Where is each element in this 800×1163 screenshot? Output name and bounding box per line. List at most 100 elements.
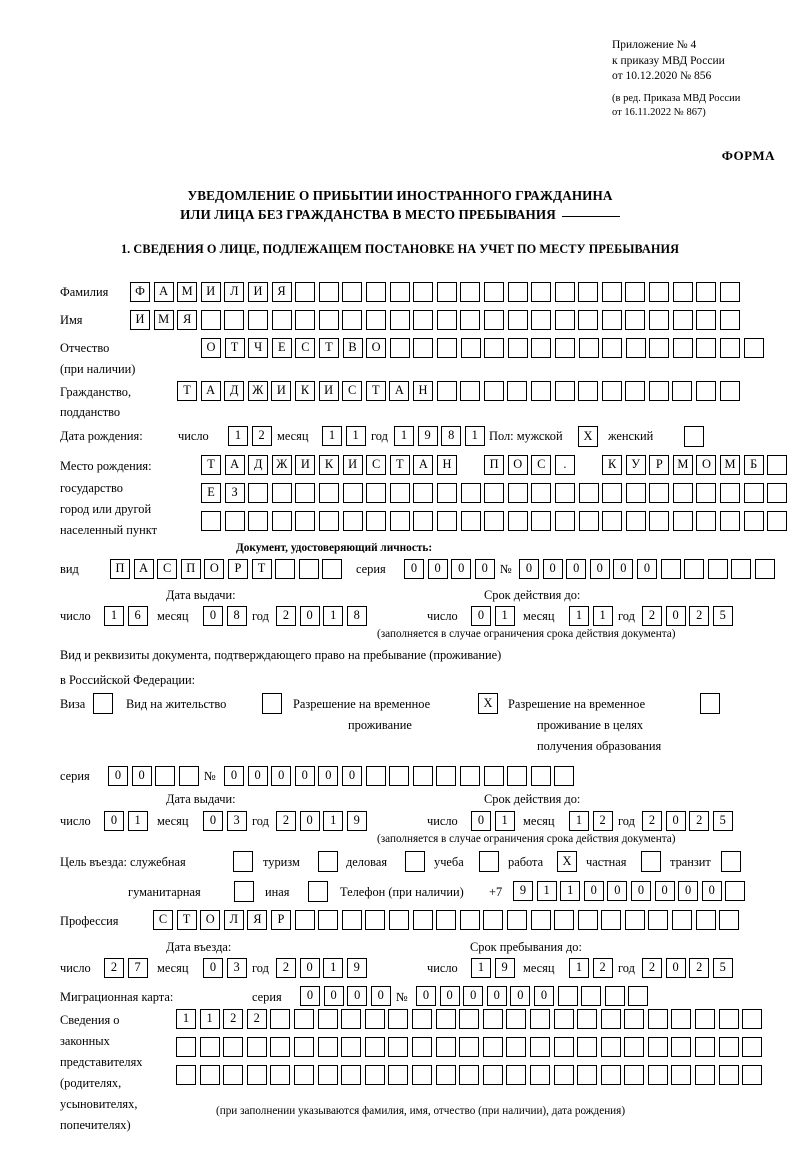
char-cell[interactable] [625, 338, 646, 358]
char-cell[interactable] [695, 1009, 716, 1029]
char-cell[interactable] [601, 381, 622, 401]
char-cell[interactable] [364, 1009, 385, 1029]
birthplace-row-3-input[interactable] [201, 511, 788, 531]
char-cell[interactable] [318, 511, 339, 531]
char-cell[interactable] [224, 310, 245, 330]
char-cell[interactable] [293, 1065, 314, 1085]
char-cell[interactable]: 0 [519, 559, 539, 579]
char-cell[interactable]: Ж [247, 381, 268, 401]
char-cell[interactable] [364, 1065, 385, 1085]
char-cell[interactable] [695, 1037, 716, 1057]
char-cell[interactable] [767, 483, 788, 503]
char-cell[interactable] [719, 910, 740, 930]
char-cell[interactable] [201, 511, 221, 531]
char-cell[interactable] [176, 1037, 196, 1057]
char-cell[interactable] [554, 310, 575, 330]
char-cell[interactable] [672, 511, 693, 531]
char-cell[interactable]: 1 [464, 426, 485, 446]
char-cell[interactable]: И [318, 381, 339, 401]
visa-checkbox[interactable] [93, 693, 113, 714]
char-cell[interactable] [275, 559, 296, 579]
char-cell[interactable]: О [696, 455, 717, 475]
char-cell[interactable] [602, 338, 623, 358]
char-cell[interactable] [295, 282, 316, 302]
char-cell[interactable]: 2 [689, 606, 710, 626]
char-cell[interactable] [506, 1009, 527, 1029]
char-cell[interactable] [649, 282, 670, 302]
char-cell[interactable]: 0 [665, 958, 686, 978]
char-cell[interactable] [317, 1037, 338, 1057]
char-cell[interactable]: Т [176, 910, 197, 930]
char-cell[interactable]: Е [201, 483, 221, 503]
char-cell[interactable]: О [507, 455, 528, 475]
char-cell[interactable]: 9 [346, 958, 367, 978]
char-cell[interactable] [411, 1065, 432, 1085]
char-cell[interactable] [412, 910, 433, 930]
char-cell[interactable]: 0 [108, 766, 128, 786]
char-cell[interactable] [317, 1065, 338, 1085]
char-cell[interactable]: 0 [630, 881, 651, 901]
char-cell[interactable]: П [180, 559, 201, 579]
char-cell[interactable] [602, 483, 623, 503]
char-cell[interactable] [248, 483, 269, 503]
char-cell[interactable]: 8 [226, 606, 247, 626]
char-cell[interactable] [436, 310, 457, 330]
char-cell[interactable] [364, 1037, 385, 1057]
char-cell[interactable]: 0 [463, 986, 484, 1006]
char-cell[interactable] [366, 483, 387, 503]
char-cell[interactable]: 1 [228, 426, 248, 446]
char-cell[interactable] [601, 910, 622, 930]
char-cell[interactable] [742, 1037, 763, 1057]
char-cell[interactable] [318, 910, 339, 930]
char-cell[interactable]: Я [177, 310, 198, 330]
char-cell[interactable] [436, 381, 457, 401]
char-cell[interactable]: 9 [417, 426, 438, 446]
char-cell[interactable] [530, 766, 551, 786]
char-cell[interactable] [529, 1009, 550, 1029]
char-cell[interactable] [341, 1037, 362, 1057]
char-cell[interactable] [270, 1009, 291, 1029]
char-cell[interactable] [600, 1009, 621, 1029]
char-cell[interactable]: Е [271, 338, 292, 358]
char-cell[interactable] [199, 1065, 220, 1085]
char-cell[interactable] [366, 511, 387, 531]
char-cell[interactable]: 0 [589, 559, 610, 579]
char-cell[interactable] [435, 1037, 456, 1057]
char-cell[interactable]: Ф [130, 282, 150, 302]
char-cell[interactable] [342, 483, 363, 503]
char-cell[interactable] [672, 381, 693, 401]
char-cell[interactable]: 0 [566, 559, 587, 579]
char-cell[interactable] [554, 381, 575, 401]
char-cell[interactable] [554, 511, 575, 531]
char-cell[interactable] [365, 310, 386, 330]
char-cell[interactable] [482, 1009, 503, 1029]
char-cell[interactable]: С [531, 455, 552, 475]
char-cell[interactable]: 0 [247, 766, 268, 786]
char-cell[interactable] [322, 559, 343, 579]
char-cell[interactable] [295, 511, 316, 531]
char-cell[interactable]: К [318, 455, 339, 475]
char-cell[interactable] [411, 1009, 432, 1029]
char-cell[interactable] [318, 483, 339, 503]
char-cell[interactable]: 1 [569, 811, 589, 831]
char-cell[interactable]: И [342, 455, 363, 475]
char-cell[interactable] [341, 910, 362, 930]
char-cell[interactable]: 1 [345, 426, 366, 446]
char-cell[interactable] [531, 310, 552, 330]
char-cell[interactable] [459, 1065, 480, 1085]
char-cell[interactable] [743, 483, 764, 503]
char-cell[interactable]: И [200, 282, 221, 302]
char-cell[interactable] [557, 986, 578, 1006]
char-cell[interactable]: Т [318, 338, 339, 358]
char-cell[interactable]: 2 [592, 958, 613, 978]
